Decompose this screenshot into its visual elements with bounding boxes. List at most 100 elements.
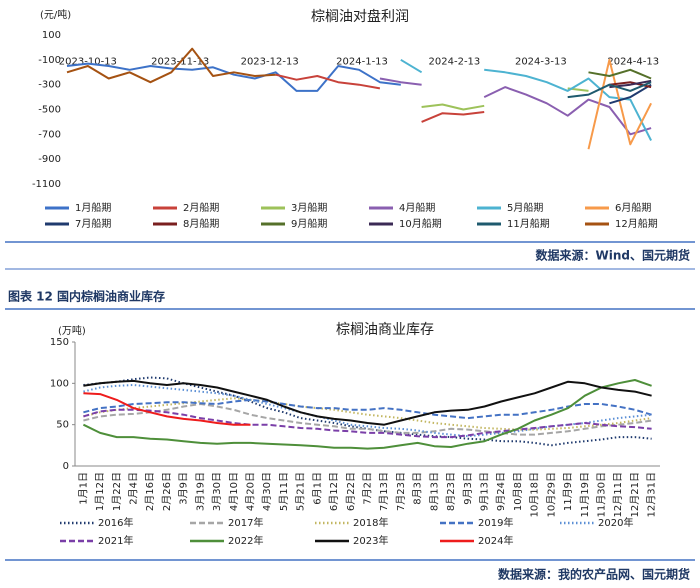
y-tick-label: 150 bbox=[50, 337, 69, 348]
series-line bbox=[83, 403, 652, 436]
y-tick-label: -900 bbox=[38, 154, 61, 165]
x-tick-label: 10月18日 bbox=[529, 472, 541, 517]
x-tick-label: 7月13日 bbox=[378, 472, 390, 511]
series-line bbox=[587, 58, 652, 150]
x-tick-label: 6月1日 bbox=[311, 472, 323, 505]
series-line bbox=[66, 62, 401, 92]
x-tick-label: 12月11日 bbox=[612, 472, 624, 517]
x-tick-label: 12月21日 bbox=[629, 472, 641, 517]
y-tick-label: -1100 bbox=[32, 179, 61, 190]
x-tick-label: 2月16日 bbox=[144, 472, 156, 511]
x-tick-label: 3月19日 bbox=[194, 472, 206, 511]
x-tick-label: 5月11日 bbox=[278, 472, 290, 511]
legend-label: 2024年 bbox=[478, 534, 513, 547]
legend-label: 6月船期 bbox=[615, 201, 651, 214]
y-tick-label: -300 bbox=[38, 80, 61, 91]
x-tick-label: 8月23日 bbox=[445, 472, 457, 511]
x-tick-label: 8月13日 bbox=[428, 472, 440, 511]
x-tick-label: 2023-12-13 bbox=[241, 56, 299, 67]
x-tick-label: 10月29日 bbox=[545, 472, 557, 517]
x-tick-label: 10月8日 bbox=[512, 472, 524, 511]
y-tick-label: 50 bbox=[56, 420, 69, 431]
y-tick-label: 100 bbox=[50, 378, 69, 389]
legend-label: 3月船期 bbox=[291, 201, 327, 214]
x-tick-label: 1月22日 bbox=[111, 472, 123, 511]
x-tick-label: 3月30日 bbox=[211, 472, 223, 511]
series-line bbox=[275, 73, 485, 123]
legend-label: 2022年 bbox=[228, 534, 263, 547]
chart-title: 棕榈油对盘利润 bbox=[311, 8, 409, 25]
legend-label: 4月船期 bbox=[399, 201, 435, 214]
legend-label: 9月船期 bbox=[291, 217, 327, 230]
y-axis-label: (万吨) bbox=[58, 324, 86, 337]
series-line bbox=[83, 392, 251, 426]
y-tick-label: 100 bbox=[42, 30, 61, 41]
series-line bbox=[83, 376, 652, 447]
series-line bbox=[83, 397, 652, 431]
series-line bbox=[83, 384, 652, 438]
x-tick-label: 2023-10-13 bbox=[59, 56, 117, 67]
x-tick-label: 2024-1-13 bbox=[336, 56, 388, 67]
x-tick-label: 1月1日 bbox=[77, 472, 89, 505]
series-line bbox=[82, 379, 652, 450]
legend-label: 2020年 bbox=[598, 516, 633, 529]
x-tick-label: 5月21日 bbox=[295, 472, 307, 511]
x-tick-label: 4月10日 bbox=[228, 472, 240, 511]
x-tick-label: 2月4日 bbox=[128, 472, 140, 505]
figure-caption: 图表 12 国内棕榈油商业库存 bbox=[8, 289, 165, 304]
series-line bbox=[400, 58, 652, 141]
x-tick-label: 2024-2-13 bbox=[429, 56, 481, 67]
legend-label: 2023年 bbox=[353, 534, 388, 547]
x-tick-label: 11月30日 bbox=[596, 472, 608, 517]
legend-label: 2019年 bbox=[478, 516, 513, 529]
x-tick-label: 6月12日 bbox=[328, 472, 340, 511]
x-tick-label: 2024-4-13 bbox=[607, 56, 659, 67]
series-line bbox=[567, 81, 652, 99]
series-line bbox=[66, 47, 276, 84]
x-tick-label: 4月30日 bbox=[261, 472, 273, 511]
x-tick-label: 12月31日 bbox=[646, 472, 658, 517]
x-tick-label: 4月20日 bbox=[245, 472, 257, 511]
x-tick-label: 3月9日 bbox=[178, 472, 190, 505]
x-tick-label: 9月13日 bbox=[479, 472, 491, 511]
x-tick-label: 11月9日 bbox=[562, 472, 574, 511]
y-tick-label: 0 bbox=[63, 461, 69, 472]
series-line bbox=[83, 379, 652, 426]
legend-label: 8月船期 bbox=[183, 217, 219, 230]
x-tick-label: 2月26日 bbox=[161, 472, 173, 511]
legend-label: 7月船期 bbox=[75, 217, 111, 230]
series-line bbox=[609, 83, 652, 105]
x-tick-label: 11月19日 bbox=[579, 472, 591, 517]
legend-label: 2021年 bbox=[98, 534, 133, 547]
legend-label: 2月船期 bbox=[183, 201, 219, 214]
x-tick-label: 9月24日 bbox=[495, 472, 507, 511]
source: 数据来源：我的农产品网、国元期货 bbox=[498, 567, 690, 582]
y-tick-label: -500 bbox=[38, 105, 61, 116]
x-tick-label: 6月22日 bbox=[345, 472, 357, 511]
legend-label: 2017年 bbox=[228, 516, 263, 529]
series-line bbox=[421, 87, 589, 111]
legend-label: 1月船期 bbox=[75, 201, 111, 214]
series-line bbox=[379, 77, 652, 136]
series-line bbox=[83, 398, 652, 420]
x-tick-label: 7月23日 bbox=[395, 472, 407, 511]
series-line bbox=[83, 408, 652, 439]
y-axis-label: (元/吨) bbox=[40, 8, 71, 21]
x-tick-label: 1月12日 bbox=[94, 472, 106, 511]
series-line bbox=[588, 68, 652, 80]
x-tick-label: 7月2日 bbox=[362, 472, 374, 505]
x-tick-label: 8月3日 bbox=[412, 472, 424, 505]
chart-title: 棕榈油商业库存 bbox=[336, 322, 434, 338]
legend-label: 2016年 bbox=[98, 516, 133, 529]
y-tick-label: -700 bbox=[38, 129, 61, 140]
legend-label: 11月船期 bbox=[507, 217, 550, 230]
legend-label: 12月船期 bbox=[615, 217, 658, 230]
legend-label: 2018年 bbox=[353, 516, 388, 529]
legend-label: 5月船期 bbox=[507, 201, 543, 214]
x-tick-label: 9月3日 bbox=[462, 472, 474, 505]
source: 数据来源：Wind、国元期货 bbox=[536, 248, 690, 263]
legend-label: 10月船期 bbox=[399, 217, 442, 230]
x-tick-label: 2024-3-13 bbox=[515, 56, 567, 67]
y-tick-label: -100 bbox=[38, 55, 61, 66]
